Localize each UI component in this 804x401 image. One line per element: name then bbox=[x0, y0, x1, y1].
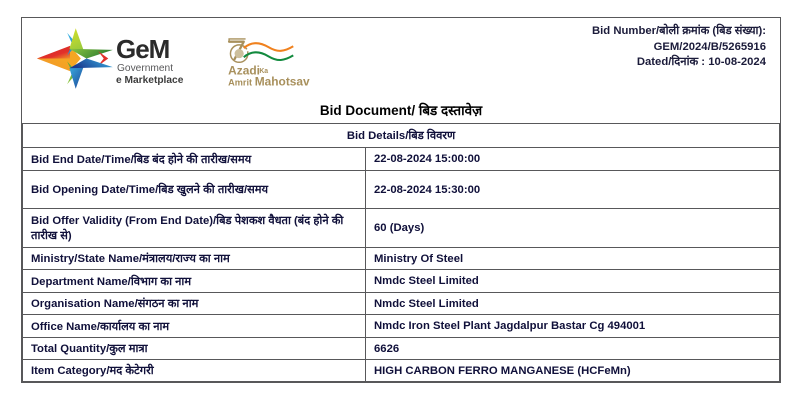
svg-text:Amrit: Amrit bbox=[228, 78, 252, 88]
svg-text:Mahotsav: Mahotsav bbox=[255, 75, 310, 89]
svg-text:Ka: Ka bbox=[259, 68, 268, 75]
